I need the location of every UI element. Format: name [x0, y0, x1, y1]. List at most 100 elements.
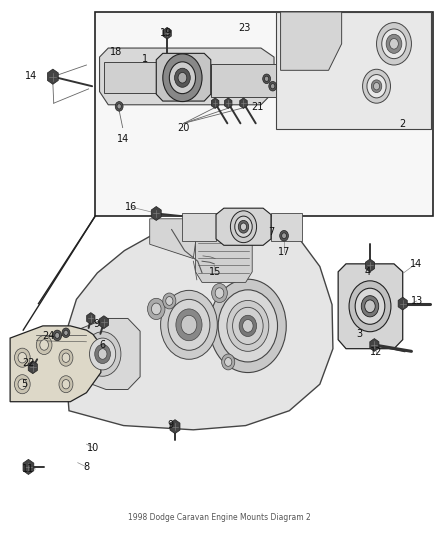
Polygon shape [104, 62, 156, 93]
Polygon shape [364, 259, 374, 272]
Circle shape [279, 230, 288, 241]
Circle shape [262, 74, 270, 84]
Polygon shape [215, 208, 270, 245]
Text: 23: 23 [238, 23, 251, 33]
Circle shape [385, 34, 401, 53]
Circle shape [181, 316, 196, 334]
Circle shape [240, 223, 246, 230]
Circle shape [160, 290, 217, 359]
Polygon shape [86, 313, 95, 324]
Circle shape [55, 333, 60, 338]
Circle shape [18, 352, 27, 363]
Circle shape [115, 102, 123, 111]
Circle shape [234, 216, 252, 237]
Polygon shape [239, 98, 247, 108]
Circle shape [178, 72, 186, 83]
Polygon shape [397, 297, 406, 310]
Circle shape [209, 279, 286, 373]
Circle shape [218, 290, 277, 362]
Circle shape [373, 83, 379, 90]
Circle shape [281, 233, 286, 239]
Circle shape [59, 376, 73, 393]
Circle shape [381, 29, 405, 59]
Circle shape [151, 303, 161, 315]
Polygon shape [369, 338, 378, 351]
Bar [95, 12, 432, 216]
Circle shape [354, 288, 384, 324]
Text: 20: 20 [177, 123, 190, 133]
Text: 4: 4 [364, 267, 370, 277]
Circle shape [166, 296, 173, 305]
Text: 1998 Dodge Caravan Engine Mounts Diagram 2: 1998 Dodge Caravan Engine Mounts Diagram… [128, 513, 310, 522]
Circle shape [360, 296, 378, 317]
Polygon shape [47, 69, 58, 84]
Circle shape [270, 84, 274, 89]
Text: 21: 21 [251, 102, 264, 112]
Text: 14: 14 [409, 259, 421, 269]
Circle shape [362, 69, 390, 103]
Circle shape [117, 104, 121, 109]
Text: 6: 6 [99, 340, 106, 350]
Polygon shape [280, 12, 341, 70]
Circle shape [232, 308, 262, 344]
Circle shape [89, 338, 116, 370]
Circle shape [371, 80, 381, 93]
Circle shape [95, 344, 110, 364]
Text: 24: 24 [42, 332, 55, 342]
Text: 15: 15 [208, 267, 221, 277]
Circle shape [239, 316, 256, 336]
Text: 18: 18 [110, 47, 121, 56]
Polygon shape [23, 459, 34, 474]
Polygon shape [211, 98, 219, 108]
Text: 17: 17 [277, 247, 290, 257]
Circle shape [224, 358, 231, 366]
Circle shape [64, 330, 68, 335]
Text: 10: 10 [87, 443, 99, 453]
Circle shape [174, 68, 190, 87]
Polygon shape [67, 318, 140, 390]
Circle shape [84, 332, 120, 376]
Circle shape [18, 379, 27, 390]
Circle shape [238, 220, 248, 233]
Polygon shape [28, 361, 37, 374]
Text: 19: 19 [160, 28, 172, 38]
Circle shape [176, 309, 201, 341]
Circle shape [226, 301, 268, 351]
Text: 1: 1 [142, 54, 148, 63]
Circle shape [59, 349, 73, 366]
Polygon shape [270, 214, 302, 241]
Polygon shape [210, 64, 276, 97]
Text: 9: 9 [167, 419, 173, 430]
Circle shape [36, 335, 52, 354]
Circle shape [62, 353, 70, 362]
Polygon shape [337, 264, 402, 349]
Text: 14: 14 [25, 70, 37, 80]
Circle shape [62, 328, 70, 337]
Polygon shape [224, 98, 231, 108]
Text: 3: 3 [355, 329, 361, 340]
Circle shape [215, 288, 223, 298]
Polygon shape [99, 48, 273, 105]
Polygon shape [170, 419, 180, 434]
Circle shape [168, 300, 209, 350]
Polygon shape [156, 53, 210, 101]
Polygon shape [151, 206, 161, 221]
Polygon shape [162, 27, 171, 39]
Polygon shape [276, 12, 430, 128]
Circle shape [376, 22, 410, 65]
Circle shape [53, 330, 61, 341]
Circle shape [366, 75, 385, 98]
Circle shape [40, 340, 48, 350]
Polygon shape [195, 228, 252, 282]
Text: 14: 14 [116, 134, 128, 144]
Polygon shape [99, 316, 108, 328]
Circle shape [162, 54, 201, 102]
Circle shape [169, 62, 195, 94]
Circle shape [364, 300, 374, 313]
Polygon shape [10, 326, 101, 402]
Circle shape [242, 319, 253, 332]
Text: 9: 9 [93, 319, 99, 329]
Circle shape [14, 348, 30, 367]
Circle shape [221, 354, 234, 370]
Circle shape [348, 281, 390, 332]
